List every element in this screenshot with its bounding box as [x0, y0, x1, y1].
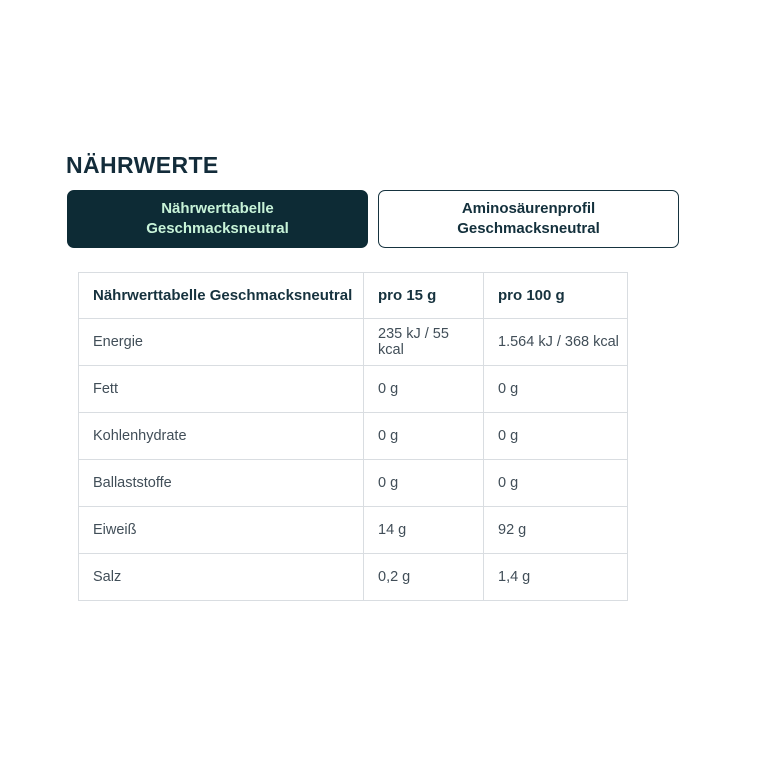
row-value-per100: 1.564 kJ / 368 kcal [483, 318, 628, 366]
row-label: Energie [78, 318, 364, 366]
row-label: Fett [78, 365, 364, 413]
table-row: Salz 0,2 g 1,4 g [78, 553, 628, 601]
row-value-per100: 92 g [483, 506, 628, 554]
column-header-name: Nährwerttabelle Geschmacksneutral [78, 272, 364, 319]
tab-nutrition-table[interactable]: Nährwerttabelle Geschmacksneutral [67, 190, 368, 248]
row-label: Eiweiß [78, 506, 364, 554]
row-label: Kohlenhydrate [78, 412, 364, 460]
table-header-row: Nährwerttabelle Geschmacksneutral pro 15… [78, 272, 628, 319]
nutrition-table: Nährwerttabelle Geschmacksneutral pro 15… [78, 272, 628, 601]
tab-amino-profile[interactable]: Aminosäurenprofil Geschmacksneutral [378, 190, 679, 248]
table-row: Eiweiß 14 g 92 g [78, 506, 628, 554]
row-value-per15: 0 g [363, 365, 484, 413]
row-value-per100: 1,4 g [483, 553, 628, 601]
row-label: Ballaststoffe [78, 459, 364, 507]
table-row: Energie 235 kJ / 55 kcal 1.564 kJ / 368 … [78, 318, 628, 366]
row-label: Salz [78, 553, 364, 601]
column-header-per100: pro 100 g [483, 272, 628, 319]
row-value-per15: 0 g [363, 459, 484, 507]
page-title: NÄHRWERTE [66, 152, 219, 178]
table-row: Ballaststoffe 0 g 0 g [78, 459, 628, 507]
row-value-per15: 0 g [363, 412, 484, 460]
table-row: Fett 0 g 0 g [78, 365, 628, 413]
row-value-per15: 0,2 g [363, 553, 484, 601]
tab-bar: Nährwerttabelle Geschmacksneutral Aminos… [67, 190, 682, 248]
row-value-per100: 0 g [483, 459, 628, 507]
table-row: Kohlenhydrate 0 g 0 g [78, 412, 628, 460]
row-value-per100: 0 g [483, 365, 628, 413]
row-value-per15: 14 g [363, 506, 484, 554]
column-header-per15: pro 15 g [363, 272, 484, 319]
nutrition-section: NÄHRWERTE Nährwerttabelle Geschmacksneut… [66, 152, 682, 601]
row-value-per15: 235 kJ / 55 kcal [363, 318, 484, 366]
row-value-per100: 0 g [483, 412, 628, 460]
